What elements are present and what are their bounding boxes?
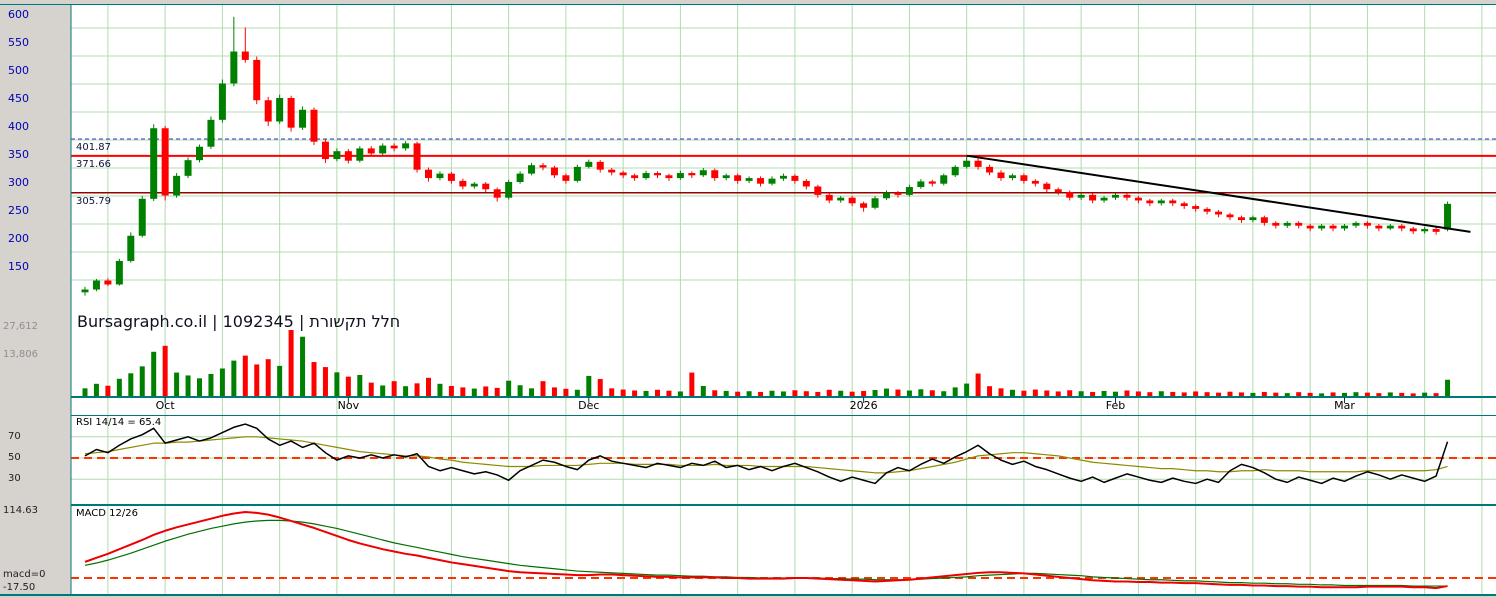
candlestick-chart-canvas	[0, 4, 1496, 596]
chart-window: 600 550 500 450 400 350 300 250 200 150 401.87 371…	[0, 0, 1496, 598]
